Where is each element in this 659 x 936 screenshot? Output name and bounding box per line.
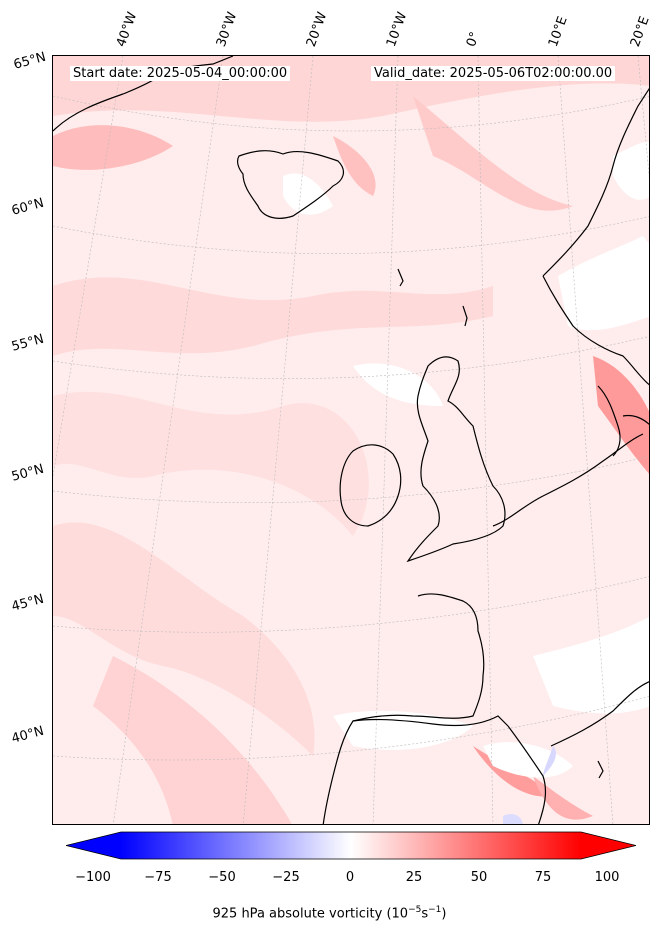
colorbar-tick-25: 25	[405, 870, 423, 885]
colorbar-tick-75: 75	[534, 870, 552, 885]
colorbar	[66, 831, 636, 860]
lat-label-65n: 65°N	[12, 49, 48, 73]
colorbar-tick-minus75: −75	[144, 870, 172, 885]
map-panel[interactable]	[52, 55, 650, 825]
colorbar-body	[121, 832, 581, 859]
lat-label-55n: 55°N	[10, 331, 46, 355]
start-date-label: Start date: 2025-05-04_00:00:00	[70, 66, 291, 81]
colorbar-tick-50: 50	[470, 870, 488, 885]
colorbar-tick-minus50: −50	[208, 870, 236, 885]
lon-label-0: 0°	[463, 29, 484, 49]
lon-label-20w: 20°W	[303, 10, 331, 49]
colorbar-tick-0: 0	[345, 870, 355, 885]
valid-date-label: Valid_date: 2025-05-06T02:00:00.00	[371, 66, 616, 81]
lon-label-30w: 30°W	[213, 10, 241, 49]
colorbar-tick-minus100: −100	[75, 870, 111, 885]
coastlines	[53, 56, 649, 824]
colorbar-extend-high	[581, 832, 636, 859]
lon-label-10w: 10°W	[383, 10, 411, 49]
colorbar-extend-low	[66, 832, 121, 859]
colorbar-tick-100: 100	[594, 870, 620, 885]
vorticity-field	[53, 56, 649, 824]
lat-label-60n: 60°N	[10, 195, 46, 219]
lon-label-20e: 20°E	[627, 14, 653, 50]
lat-label-45n: 45°N	[10, 591, 46, 615]
colorbar-label: 925 hPa absolute vorticity (10−5s−1)	[212, 905, 447, 922]
vorticity-shading	[53, 56, 649, 824]
lon-label-10e: 10°E	[545, 14, 571, 50]
lat-label-40n: 40°N	[10, 723, 46, 747]
graticule	[53, 56, 649, 824]
lon-label-40w: 40°W	[113, 10, 141, 49]
colorbar-tick-minus25: −25	[272, 870, 300, 885]
lat-label-50n: 50°N	[10, 461, 46, 485]
